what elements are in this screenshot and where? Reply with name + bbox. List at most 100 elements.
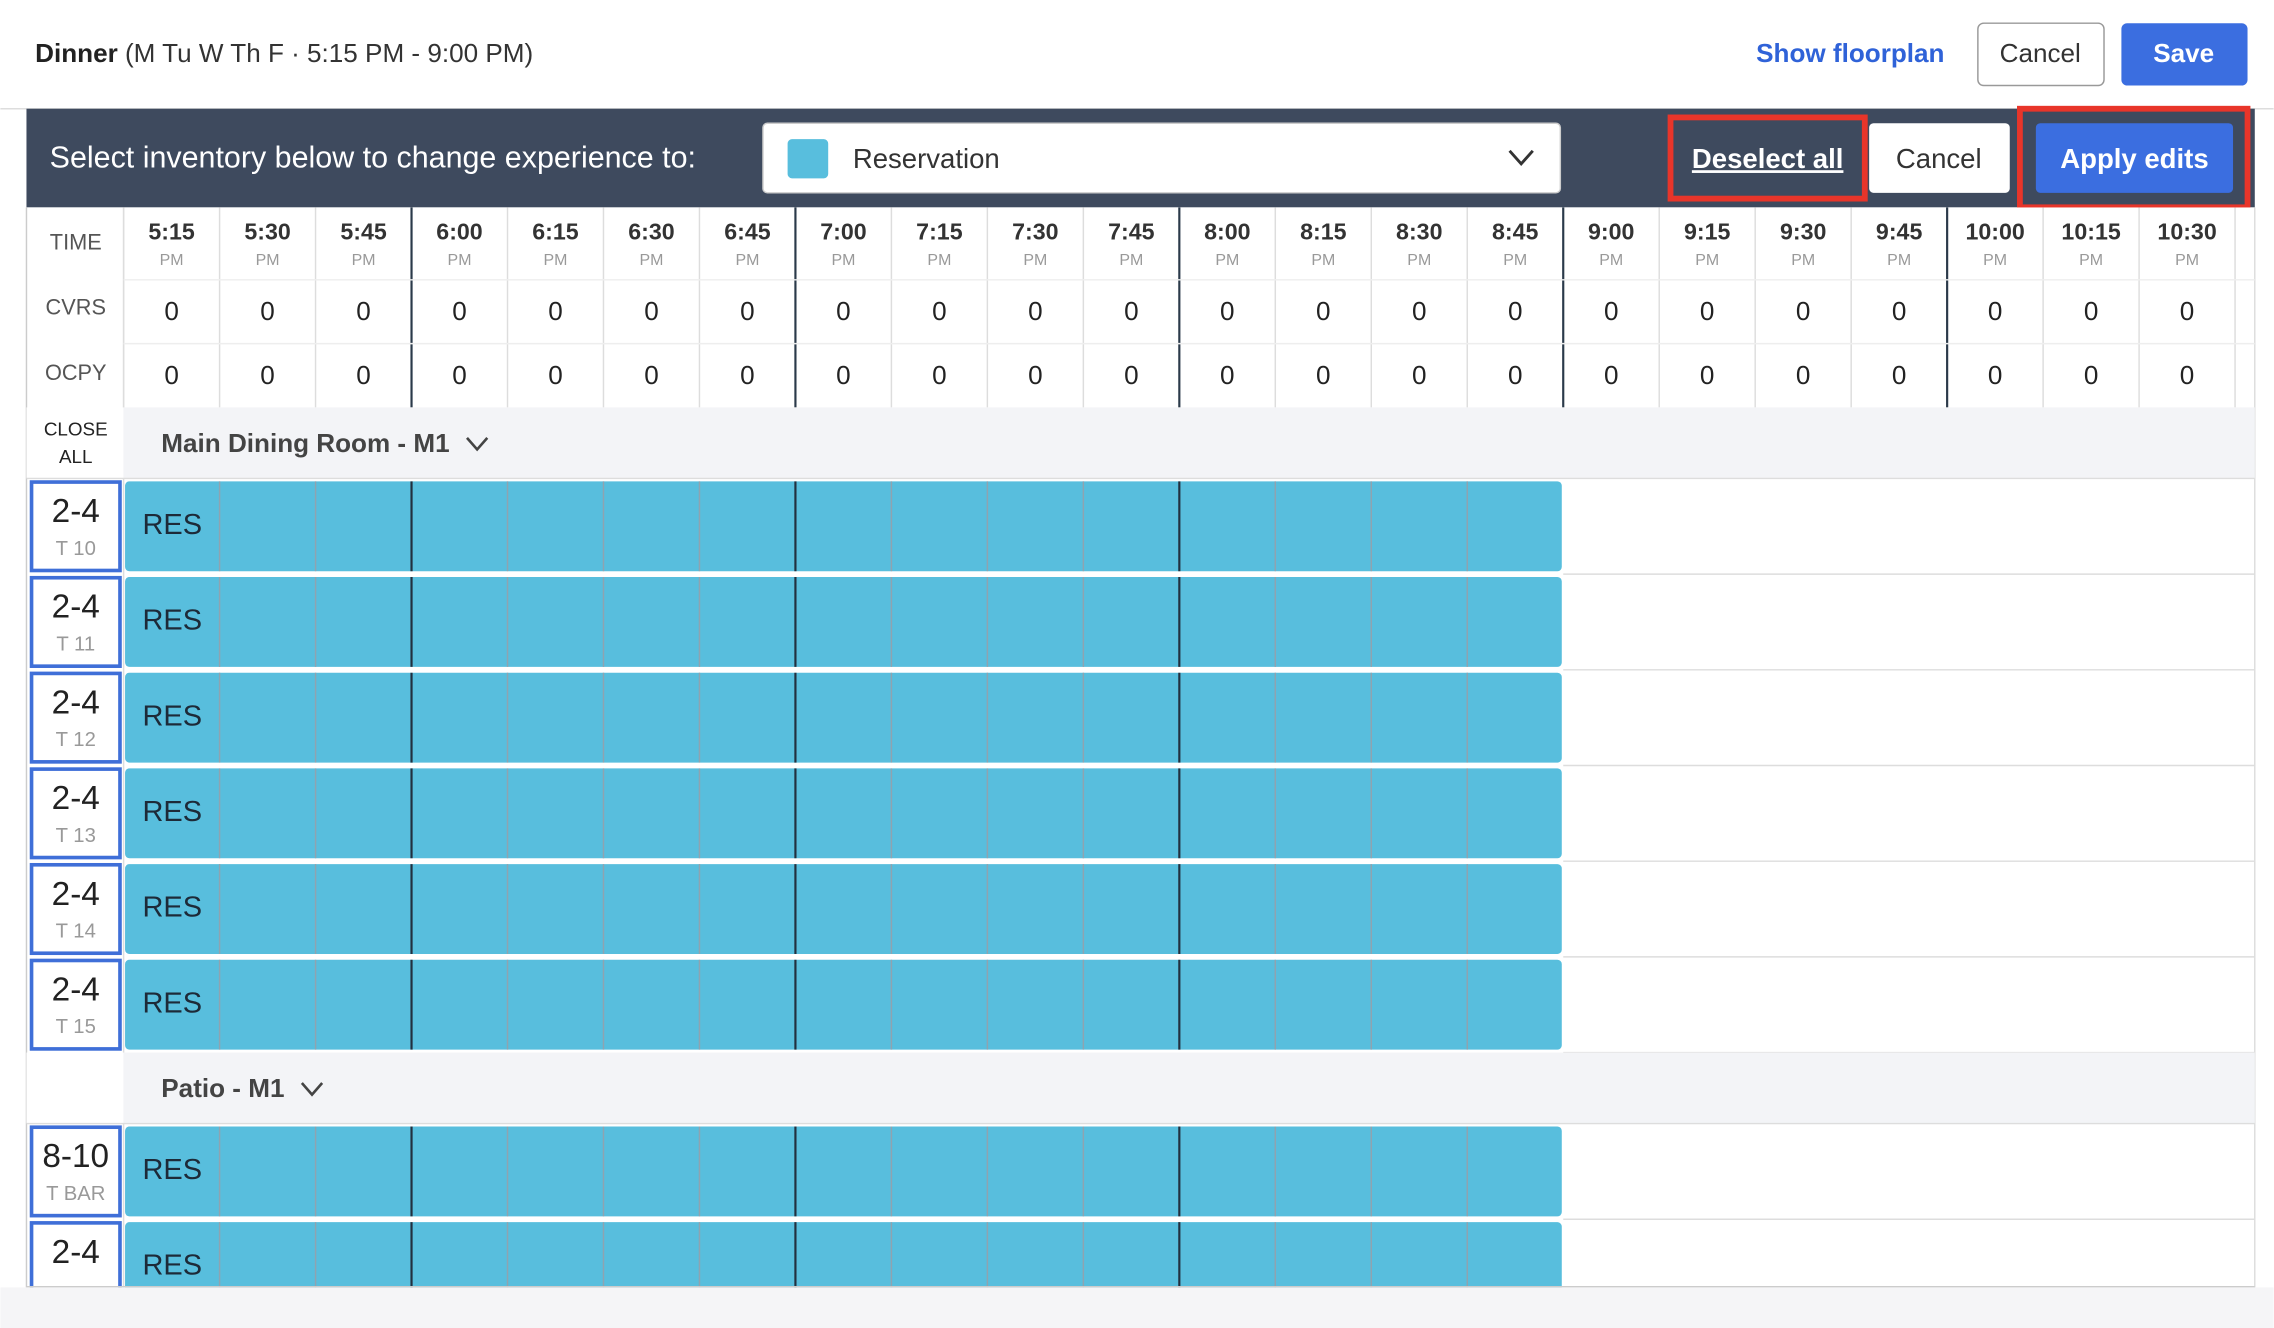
title: Dinner <box>35 38 118 68</box>
table-box[interactable] <box>29 1221 122 1311</box>
slot-block[interactable] <box>125 1222 1562 1312</box>
covers-value: 0 <box>1508 296 1523 326</box>
table-size: 2-4 <box>52 1234 100 1271</box>
row-label: CVRS <box>46 295 106 320</box>
show-floorplan[interactable]: Show floorplan <box>1756 38 1944 68</box>
section-name[interactable]: Main Dining Room - M1 <box>161 428 449 458</box>
period-label: PM <box>640 252 664 269</box>
occupancy-value: 0 <box>1700 360 1715 390</box>
slot-label: RES <box>142 892 202 924</box>
grid-header-bg <box>26 207 2255 408</box>
apply-label[interactable]: Apply edits <box>2060 143 2208 174</box>
period-label: PM <box>1599 252 1623 269</box>
covers-value: 0 <box>260 296 275 326</box>
footer-bg <box>0 1287 2274 1328</box>
covers-value: 0 <box>1028 296 1043 326</box>
save-button[interactable] <box>2121 23 2248 86</box>
slot-label: RES <box>142 1154 202 1186</box>
period-label: PM <box>2175 252 2199 269</box>
occupancy-value: 0 <box>644 360 659 390</box>
table-size: 8-10 <box>42 1138 109 1175</box>
slot-block[interactable] <box>125 1126 1562 1217</box>
dropdown-value[interactable]: Reservation <box>853 143 1000 174</box>
period-label: PM <box>1503 252 1527 269</box>
covers-value: 0 <box>164 296 179 326</box>
cancel-label[interactable]: Cancel <box>2000 38 2081 68</box>
occupancy-value: 0 <box>1988 360 2003 390</box>
table-size: 2-4 <box>52 684 100 721</box>
save-label[interactable]: Save <box>2153 38 2214 68</box>
time-label: 7:45 <box>1108 219 1155 245</box>
toolbar-label: Select inventory below to change experie… <box>50 141 696 175</box>
period-label: PM <box>1119 252 1143 269</box>
slot-block[interactable] <box>125 864 1562 954</box>
time-label: 9:30 <box>1780 219 1826 245</box>
slot-label: RES <box>142 987 202 1019</box>
time-label: 8:45 <box>1492 219 1539 245</box>
time-label: 5:30 <box>244 219 290 245</box>
section-name[interactable]: Patio - M1 <box>161 1073 284 1103</box>
time-label: 7:15 <box>916 219 963 245</box>
section-chevron <box>300 1082 324 1097</box>
period-label: PM <box>927 252 951 269</box>
period-label: PM <box>448 252 472 269</box>
deselect-all[interactable]: Deselect all <box>1692 143 1844 174</box>
apply-button[interactable] <box>2035 123 2234 193</box>
time-label: 7:00 <box>820 219 866 245</box>
time-label: 9:45 <box>1876 219 1923 245</box>
slot-block[interactable] <box>125 959 1562 1050</box>
table-box[interactable] <box>29 958 122 1051</box>
covers-value: 0 <box>836 296 851 326</box>
grid: TIME CVRS OCPY 5:15 PM 0 0 5:30 PM 0 0 5:45 PM 0 0 6:00… <box>25 207 2256 1312</box>
table-box[interactable] <box>29 862 122 956</box>
table-box[interactable] <box>29 480 122 573</box>
table-box[interactable] <box>29 767 122 860</box>
table-box[interactable] <box>29 575 122 668</box>
table-size: 2-4 <box>52 780 100 817</box>
time-label: 9:15 <box>1684 219 1731 245</box>
occupancy-value: 0 <box>164 360 179 390</box>
period-label: PM <box>735 252 759 269</box>
occupancy-value: 0 <box>2084 360 2099 390</box>
covers-value: 0 <box>1988 296 2003 326</box>
occupancy-value: 0 <box>1412 360 1427 390</box>
covers-value: 0 <box>1892 296 1907 326</box>
close-all[interactable]: ALL <box>59 446 93 467</box>
close-all[interactable]: CLOSE <box>44 419 108 440</box>
period-label: PM <box>256 252 280 269</box>
table-box[interactable] <box>29 1125 122 1218</box>
covers-value: 0 <box>1604 296 1619 326</box>
slot-block[interactable] <box>125 481 1562 572</box>
slot-block[interactable] <box>125 672 1562 763</box>
covers-value: 0 <box>356 296 371 326</box>
table-name: T 12 <box>56 729 96 751</box>
covers-value: 0 <box>1796 296 1811 326</box>
row-label: TIME <box>50 229 102 254</box>
section-header <box>123 1052 2255 1124</box>
cancel-button[interactable] <box>1977 22 2105 87</box>
table-size: 2-4 <box>52 589 100 626</box>
period-label: PM <box>544 252 568 269</box>
slot-block[interactable] <box>125 577 1562 667</box>
occupancy-value: 0 <box>1892 360 1907 390</box>
section-header <box>123 407 2255 479</box>
covers-value: 0 <box>548 296 563 326</box>
occupancy-value: 0 <box>1508 360 1523 390</box>
time-label: 6:00 <box>436 219 482 245</box>
occupancy-value: 0 <box>1124 360 1139 390</box>
period-label: PM <box>352 252 376 269</box>
covers-value: 0 <box>1700 296 1715 326</box>
table-box[interactable] <box>29 671 122 764</box>
covers-value: 0 <box>932 296 947 326</box>
section-chevron <box>466 436 489 452</box>
dropdown-chevron <box>1508 149 1534 167</box>
toolbar-cancel[interactable] <box>1869 123 2010 193</box>
period-label: PM <box>1023 252 1047 269</box>
toolbar-cancel-label[interactable]: Cancel <box>1896 143 1982 174</box>
covers-value: 0 <box>740 296 755 326</box>
table-size: 2-4 <box>52 971 100 1008</box>
slot-block[interactable] <box>125 768 1562 859</box>
experience-dropdown[interactable] <box>762 122 1562 194</box>
